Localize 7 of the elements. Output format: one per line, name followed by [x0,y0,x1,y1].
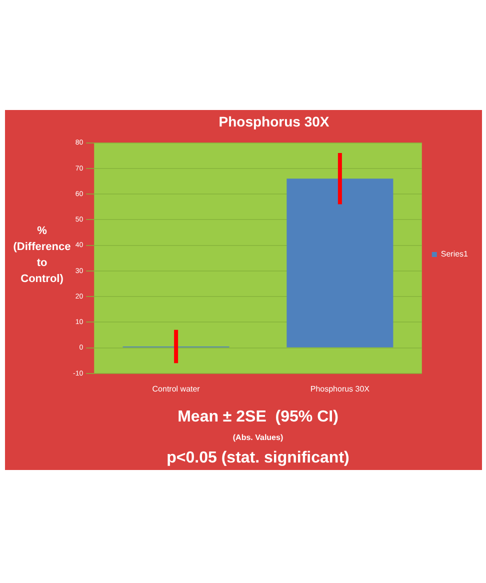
text: (Abs. Values) [232,433,284,442]
x-tick-label: Control water [152,384,200,394]
y-axis-title: % (Difference to Control) [13,225,71,286]
text: Mean ± 2SE (95% CI) [178,408,338,426]
chart-title: Phosphorus 30X [218,113,330,130]
legend-label: Series1 [440,250,469,259]
text: p<0.05 (stat. significant) [166,449,350,466]
